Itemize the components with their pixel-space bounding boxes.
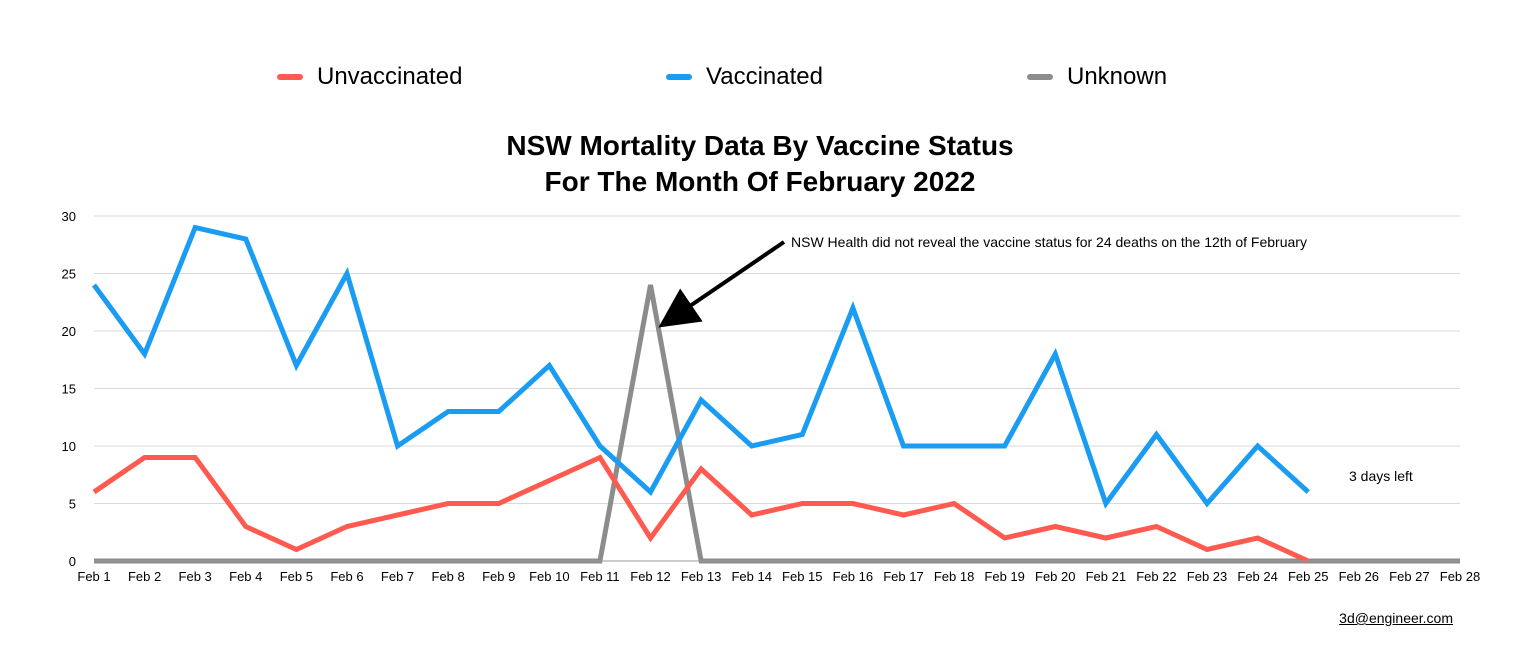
y-tick-label-5: 5	[69, 497, 76, 512]
x-tick-label-feb-22: Feb 22	[1136, 569, 1176, 584]
x-tick-label-feb-9: Feb 9	[482, 569, 515, 584]
x-tick-label-feb-15: Feb 15	[782, 569, 822, 584]
x-tick-label-feb-8: Feb 8	[432, 569, 465, 584]
legend-item-unvaccinated: Unvaccinated	[277, 60, 462, 94]
y-tick-label-10: 10	[62, 439, 76, 454]
x-tick-label-feb-5: Feb 5	[280, 569, 313, 584]
x-tick-label-feb-19: Feb 19	[984, 569, 1024, 584]
x-tick-label-feb-2: Feb 2	[128, 569, 161, 584]
chart-title: NSW Mortality Data By Vaccine Status For…	[0, 128, 1520, 200]
series-line-unvaccinated	[92, 454, 1310, 564]
y-tick-label-30: 30	[62, 209, 76, 224]
x-tick-label-feb-4: Feb 4	[229, 569, 262, 584]
chart-title-line1: NSW Mortality Data By Vaccine Status	[506, 130, 1014, 161]
x-tick-label-feb-11: Feb 11	[580, 569, 620, 584]
legend-swatch-unknown	[1027, 74, 1053, 80]
x-tick-label-feb-25: Feb 25	[1288, 569, 1328, 584]
grid-lines	[94, 215, 1460, 504]
x-tick-label-feb-6: Feb 6	[330, 569, 363, 584]
x-axis-ticks: Feb 1 Feb 2 Feb 3 Feb 4 Feb 5 Feb 6 Feb 7 Feb 8…	[77, 569, 1480, 584]
x-tick-label-feb-7: Feb 7	[381, 569, 414, 584]
x-tick-label-feb-17: Feb 17	[883, 569, 923, 584]
series-lines	[91, 224, 1460, 564]
x-tick-label-feb-16: Feb 16	[833, 569, 873, 584]
annotation-arrow	[658, 240, 786, 328]
annotations: NSW Health did not reveal the vaccine st…	[658, 234, 1413, 484]
legend-swatch-unvaccinated	[277, 74, 303, 80]
y-tick-label-20: 20	[62, 324, 76, 339]
legend-label-unvaccinated: Unvaccinated	[317, 63, 463, 90]
legend: Unvaccinated Vaccinated Unknown	[0, 60, 1520, 96]
y-tick-label-0: 0	[69, 554, 76, 569]
x-tick-label-feb-18: Feb 18	[934, 569, 974, 584]
legend-item-unknown: Unknown	[1027, 60, 1167, 94]
x-tick-label-feb-24: Feb 24	[1237, 569, 1277, 584]
x-tick-label-feb-27: Feb 27	[1389, 569, 1429, 584]
series-line-vaccinated	[91, 224, 1310, 509]
series-line-unknown	[94, 284, 1460, 564]
legend-item-vaccinated: Vaccinated	[666, 60, 823, 94]
annotation-text-unknown-deaths: NSW Health did not reveal the vaccine st…	[791, 234, 1307, 250]
y-axis-ticks: 0 5 10 15 20 25 30	[62, 209, 76, 569]
y-tick-label-15: 15	[62, 382, 76, 397]
x-tick-label-feb-21: Feb 21	[1086, 569, 1126, 584]
y-tick-label-25: 25	[62, 267, 76, 282]
x-tick-label-feb-14: Feb 14	[731, 569, 771, 584]
x-tick-label-feb-1: Feb 1	[77, 569, 110, 584]
x-tick-label-feb-20: Feb 20	[1035, 569, 1075, 584]
legend-swatch-vaccinated	[666, 74, 692, 80]
annotation-text-days-left: 3 days left	[1349, 468, 1413, 484]
chart-title-line2: For The Month Of February 2022	[544, 166, 976, 197]
x-tick-label-feb-3: Feb 3	[179, 569, 212, 584]
legend-label-unknown: Unknown	[1067, 63, 1168, 90]
credit-email[interactable]: 3d@engineer.com	[1339, 610, 1453, 626]
x-tick-label-feb-12: Feb 12	[630, 569, 670, 584]
x-tick-label-feb-10: Feb 10	[529, 569, 569, 584]
x-tick-label-feb-26: Feb 26	[1339, 569, 1379, 584]
legend-label-vaccinated: Vaccinated	[706, 63, 823, 90]
x-tick-label-feb-28: Feb 28	[1440, 569, 1480, 584]
x-tick-label-feb-23: Feb 23	[1187, 569, 1227, 584]
x-tick-label-feb-13: Feb 13	[681, 569, 721, 584]
